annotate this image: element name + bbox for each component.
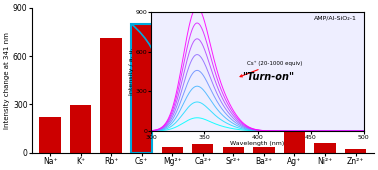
Bar [70,105,91,153]
Y-axis label: Intensity change at 341 nm: Intensity change at 341 nm [4,32,10,129]
Bar [131,24,152,153]
Bar [223,147,244,153]
Bar [39,117,61,153]
Bar [345,149,366,153]
Bar [101,38,122,153]
Bar [253,147,274,153]
Bar [284,98,305,153]
Bar [314,143,336,153]
Bar [192,144,214,153]
Bar [161,147,183,153]
